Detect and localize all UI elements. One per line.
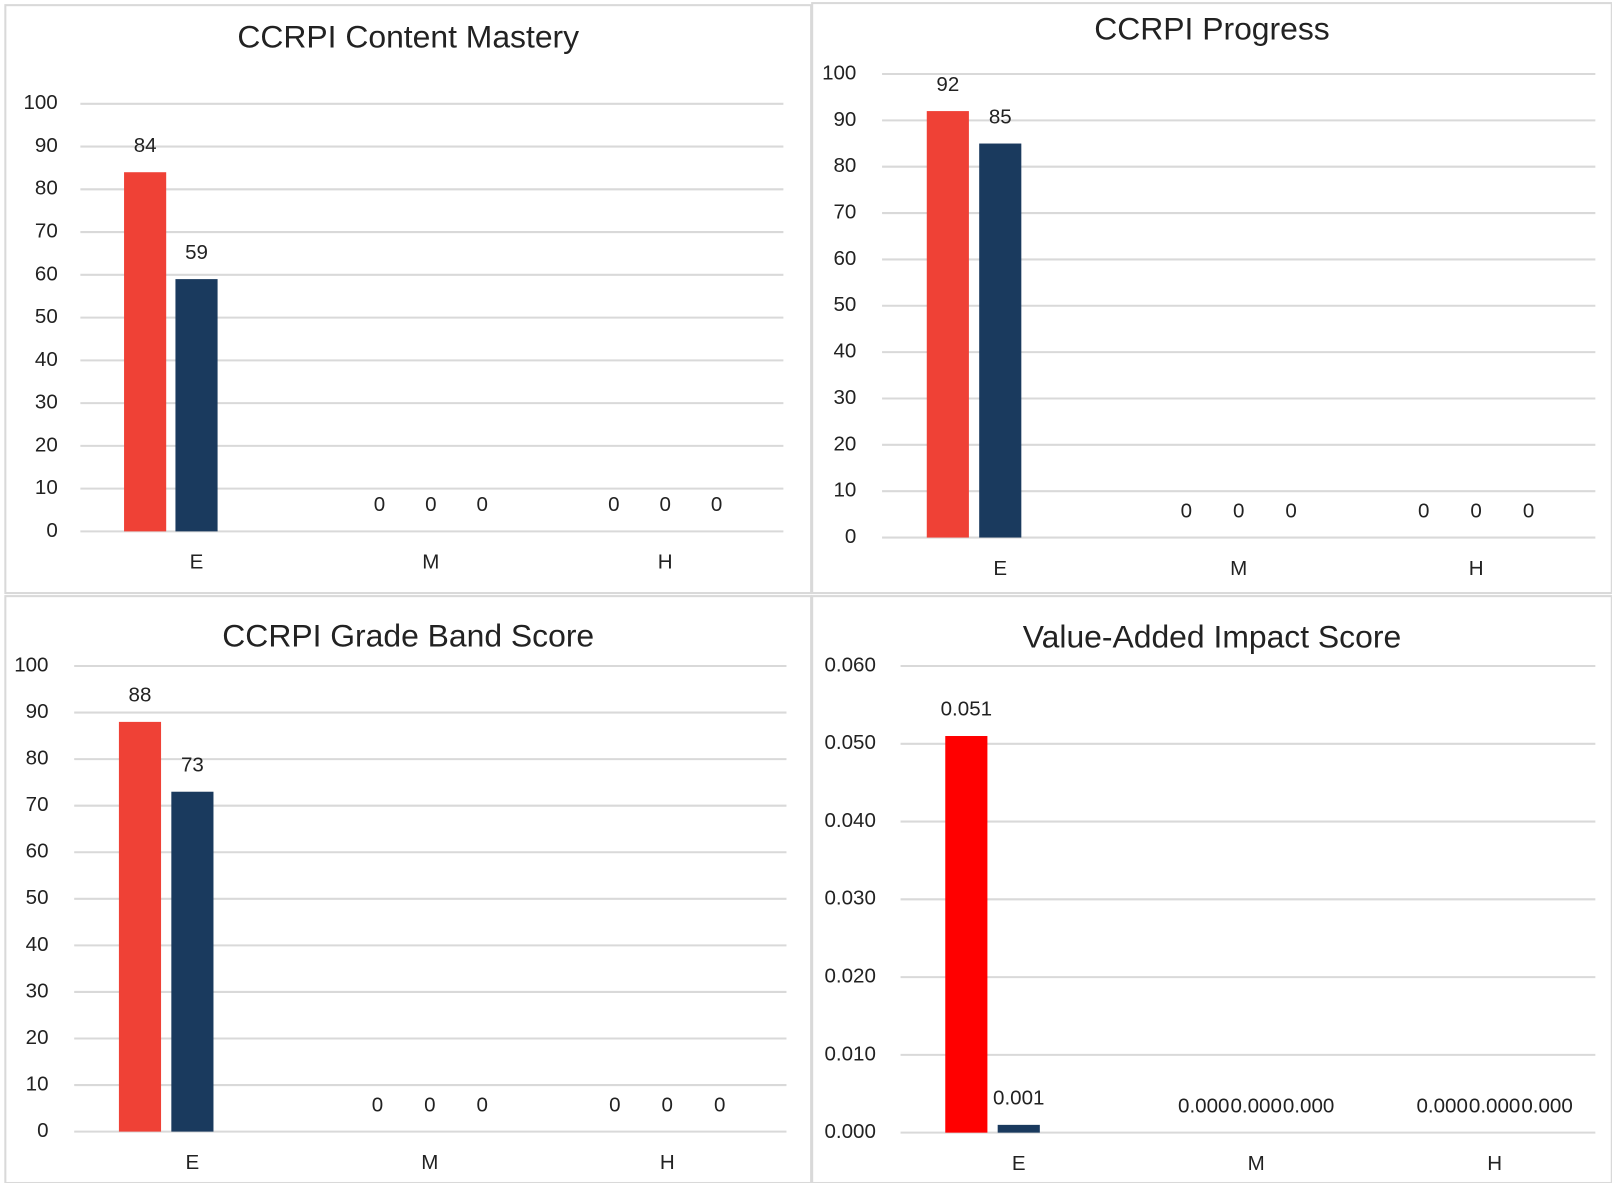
data-label: 0 <box>714 1093 725 1116</box>
bar <box>118 721 162 1132</box>
y-tick-label: 0.060 <box>824 653 875 676</box>
data-label: 92 <box>936 73 959 96</box>
y-tick-label: 100 <box>14 653 48 676</box>
x-tick-label: E <box>993 557 1007 580</box>
y-tick-label: 0.050 <box>824 731 875 754</box>
y-tick-label: 20 <box>834 432 857 455</box>
y-tick-label: 90 <box>35 134 58 157</box>
y-tick-label: 0.020 <box>824 965 875 988</box>
data-label: 0 <box>1181 499 1192 522</box>
data-label: 84 <box>134 134 157 157</box>
data-label: 0 <box>659 493 670 516</box>
data-label: 0.000 <box>1283 1094 1334 1117</box>
y-tick-label: 100 <box>23 91 57 114</box>
y-tick-label: 10 <box>35 476 58 499</box>
bar <box>979 143 1022 538</box>
x-tick-label: M <box>421 1151 438 1174</box>
data-label: 0.000 <box>1521 1094 1572 1117</box>
y-tick-label: 10 <box>26 1072 49 1095</box>
y-tick-label: 60 <box>35 262 58 285</box>
data-label: 0 <box>1470 499 1481 522</box>
y-tick-label: 90 <box>26 700 49 723</box>
bar <box>945 736 988 1133</box>
y-tick-label: 0 <box>37 1119 48 1142</box>
chart-title: CCRPI Content Mastery <box>237 18 579 54</box>
x-tick-label: H <box>1487 1152 1502 1175</box>
data-label: 0 <box>1418 499 1429 522</box>
y-tick-label: 60 <box>834 247 857 270</box>
y-tick-label: 30 <box>834 386 857 409</box>
x-tick-label: M <box>422 551 439 574</box>
data-label: 0.000 <box>1178 1094 1229 1117</box>
x-tick-label: M <box>1230 557 1247 580</box>
x-tick-label: H <box>660 1151 675 1174</box>
y-tick-label: 40 <box>26 933 49 956</box>
x-tick-label: M <box>1248 1152 1265 1175</box>
y-tick-label: 40 <box>834 340 857 363</box>
data-label: 0 <box>1523 499 1534 522</box>
data-label: 0.000 <box>1230 1094 1281 1117</box>
data-label: 0 <box>477 1093 488 1116</box>
bar <box>171 791 214 1132</box>
y-tick-label: 80 <box>35 177 58 200</box>
chart-title: Value-Added Impact Score <box>1023 619 1401 655</box>
data-label: 0 <box>609 1093 620 1116</box>
bar <box>926 111 969 538</box>
chart-title: CCRPI Progress <box>1094 10 1329 46</box>
data-label: 88 <box>129 684 152 707</box>
y-tick-label: 0 <box>845 525 856 548</box>
y-tick-label: 30 <box>26 979 49 1002</box>
y-tick-label: 0.010 <box>824 1042 875 1065</box>
x-tick-label: H <box>658 551 673 574</box>
y-tick-label: 100 <box>822 61 856 84</box>
y-tick-label: 20 <box>35 433 58 456</box>
data-label: 0 <box>711 493 722 516</box>
data-label: 59 <box>185 241 208 264</box>
data-label: 0.000 <box>1469 1094 1520 1117</box>
y-tick-label: 40 <box>35 348 58 371</box>
y-tick-label: 70 <box>26 793 49 816</box>
data-label: 0 <box>1285 499 1296 522</box>
data-label: 0 <box>374 493 385 516</box>
y-tick-label: 60 <box>26 840 49 863</box>
y-tick-label: 50 <box>834 293 857 316</box>
x-tick-label: E <box>186 1151 200 1174</box>
data-label: 0 <box>372 1093 383 1116</box>
y-tick-label: 10 <box>834 479 857 502</box>
data-label: 0.000 <box>1416 1094 1467 1117</box>
chart-title: CCRPI Grade Band Score <box>222 618 594 654</box>
bar <box>175 279 218 532</box>
x-tick-label: H <box>1469 557 1484 580</box>
data-label: 0 <box>477 493 488 516</box>
data-label: 73 <box>181 753 204 776</box>
data-label: 0.051 <box>941 698 992 721</box>
data-label: 85 <box>989 105 1012 128</box>
y-tick-label: 50 <box>26 886 49 909</box>
data-label: 0.001 <box>993 1087 1044 1110</box>
y-tick-label: 50 <box>35 305 58 328</box>
y-tick-label: 0 <box>46 519 57 542</box>
data-label: 0 <box>662 1093 673 1116</box>
bar <box>124 172 167 532</box>
y-tick-label: 20 <box>26 1026 49 1049</box>
y-tick-label: 0.030 <box>824 887 875 910</box>
x-tick-label: E <box>190 551 204 574</box>
y-tick-label: 80 <box>834 154 857 177</box>
y-tick-label: 0.040 <box>824 809 875 832</box>
y-tick-label: 0.000 <box>824 1120 875 1143</box>
x-tick-label: E <box>1012 1152 1026 1175</box>
y-tick-label: 80 <box>26 747 49 770</box>
data-label: 0 <box>425 493 436 516</box>
y-tick-label: 30 <box>35 391 58 414</box>
y-tick-label: 70 <box>834 200 857 223</box>
data-label: 0 <box>424 1093 435 1116</box>
bar <box>997 1124 1040 1133</box>
y-tick-label: 90 <box>834 108 857 131</box>
data-label: 0 <box>608 493 619 516</box>
data-label: 0 <box>1233 499 1244 522</box>
y-tick-label: 70 <box>35 219 58 242</box>
